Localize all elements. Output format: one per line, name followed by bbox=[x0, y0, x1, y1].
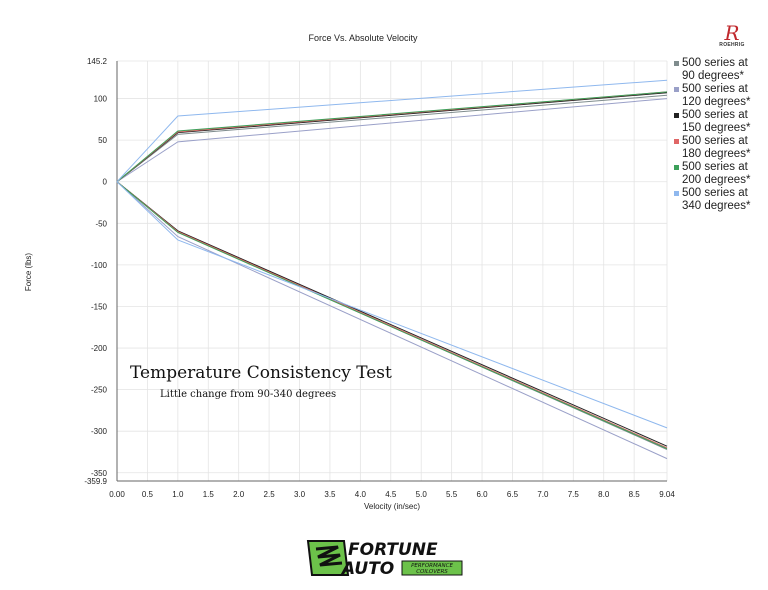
x-tick-label: 7.0 bbox=[537, 490, 549, 499]
legend-swatch bbox=[674, 87, 679, 92]
legend-label: 500 series at 200 degrees* bbox=[682, 161, 751, 186]
fortune-auto-tag1: PERFORMANCE bbox=[411, 563, 453, 569]
y-tick-label: -200 bbox=[91, 344, 108, 353]
legend-swatch bbox=[674, 139, 679, 144]
x-axis-label: Velocity (in/sec) bbox=[364, 502, 420, 511]
y-tick-label: 50 bbox=[98, 136, 107, 145]
roehrig-logo: R ROEHRIG bbox=[712, 21, 752, 52]
series-line-3-compression bbox=[116, 181, 668, 447]
fortune-auto-logo: FORTUNE AUTO PERFORMANCE COILOVERS bbox=[306, 540, 463, 579]
legend-swatch bbox=[674, 61, 679, 66]
x-tick-label: 8.0 bbox=[598, 490, 610, 499]
y-tick-label: -300 bbox=[91, 427, 108, 436]
series-line-4-compression bbox=[116, 181, 668, 449]
x-tick-label: 9.04 bbox=[659, 490, 675, 499]
legend-item: 500 series at 90 degrees* bbox=[672, 57, 764, 83]
y-tick-label: -350 bbox=[91, 469, 108, 478]
fortune-auto-line2: AUTO bbox=[340, 559, 394, 579]
legend-item: 500 series at 180 degrees* bbox=[672, 135, 764, 161]
legend-label: 500 series at 90 degrees* bbox=[682, 57, 748, 82]
x-tick-label: 3.0 bbox=[294, 490, 306, 499]
x-tick-label: 0.5 bbox=[142, 490, 154, 499]
x-tick-label: 5.5 bbox=[446, 490, 458, 499]
y-tick-label: -50 bbox=[95, 219, 107, 228]
x-tick-label: 2.0 bbox=[233, 490, 245, 499]
legend-swatch bbox=[674, 191, 679, 196]
series-line-6-compression bbox=[116, 181, 668, 429]
legend: 500 series at 90 degrees* 500 series at 1… bbox=[672, 57, 764, 213]
legend-item: 500 series at 150 degrees* bbox=[672, 109, 764, 135]
tick-labels: 0.00 0.5 1.0 1.5 2.0 2.5 3.0 3.5 4.0 4.5 5.0 5.5 6.0… bbox=[84, 57, 675, 499]
annotation-subtitle: Little change from 90-340 degrees bbox=[160, 389, 336, 400]
legend-label: 500 series at 120 degrees* bbox=[682, 83, 751, 108]
legend-label: 500 series at 180 degrees* bbox=[682, 135, 751, 160]
legend-item: 500 series at 120 degrees* bbox=[672, 83, 764, 109]
legend-item: 500 series at 340 degrees* bbox=[672, 187, 764, 213]
y-tick-label: -100 bbox=[91, 261, 108, 270]
series-line-1-rebound bbox=[116, 94, 668, 183]
legend-item: 500 series at 200 degrees* bbox=[672, 161, 764, 187]
grid bbox=[116, 60, 668, 482]
x-tick-label: 8.5 bbox=[629, 490, 641, 499]
x-tick-label: 3.5 bbox=[324, 490, 336, 499]
roehrig-name: ROEHRIG bbox=[719, 42, 745, 48]
series-lines bbox=[116, 79, 668, 460]
y-axis-label: Force (lbs) bbox=[24, 253, 33, 292]
x-tick-label: 4.5 bbox=[385, 490, 397, 499]
series-line-2-rebound bbox=[116, 98, 668, 183]
legend-label: 500 series at 150 degrees* bbox=[682, 109, 751, 134]
x-tick-label: 6.0 bbox=[476, 490, 488, 499]
y-tick-label: -250 bbox=[91, 386, 108, 395]
x-tick-label: 4.0 bbox=[355, 490, 367, 499]
x-tick-label: 1.5 bbox=[203, 490, 215, 499]
x-tick-label: 2.5 bbox=[264, 490, 276, 499]
x-tick-label: 6.5 bbox=[507, 490, 519, 499]
y-tick-label: 100 bbox=[94, 95, 108, 104]
legend-label: 500 series at 340 degrees* bbox=[682, 187, 751, 212]
series-line-5-compression bbox=[116, 181, 668, 450]
x-tick-label: 0.00 bbox=[109, 490, 125, 499]
fortune-auto-line1: FORTUNE bbox=[348, 540, 438, 560]
fortune-auto-tag2: COILOVERS bbox=[416, 569, 448, 575]
x-tick-label: 1.0 bbox=[172, 490, 184, 499]
y-tick-label: -150 bbox=[91, 302, 108, 311]
x-tick-label: 7.5 bbox=[568, 490, 580, 499]
series-line-6-rebound bbox=[116, 79, 668, 183]
series-line-5-rebound bbox=[116, 91, 668, 183]
roehrig-mark-icon: R bbox=[724, 21, 740, 45]
x-tick-label: 5.0 bbox=[416, 490, 428, 499]
series-line-2-compression bbox=[116, 181, 668, 460]
y-tick-label: 145.2 bbox=[87, 57, 108, 66]
y-tick-label: 0 bbox=[103, 178, 108, 187]
legend-swatch bbox=[674, 113, 679, 118]
annotation-title: Temperature Consistency Test bbox=[130, 363, 392, 383]
legend-swatch bbox=[674, 165, 679, 170]
chart-title: Force Vs. Absolute Velocity bbox=[308, 33, 418, 43]
y-tick-label: -359.9 bbox=[84, 477, 107, 486]
